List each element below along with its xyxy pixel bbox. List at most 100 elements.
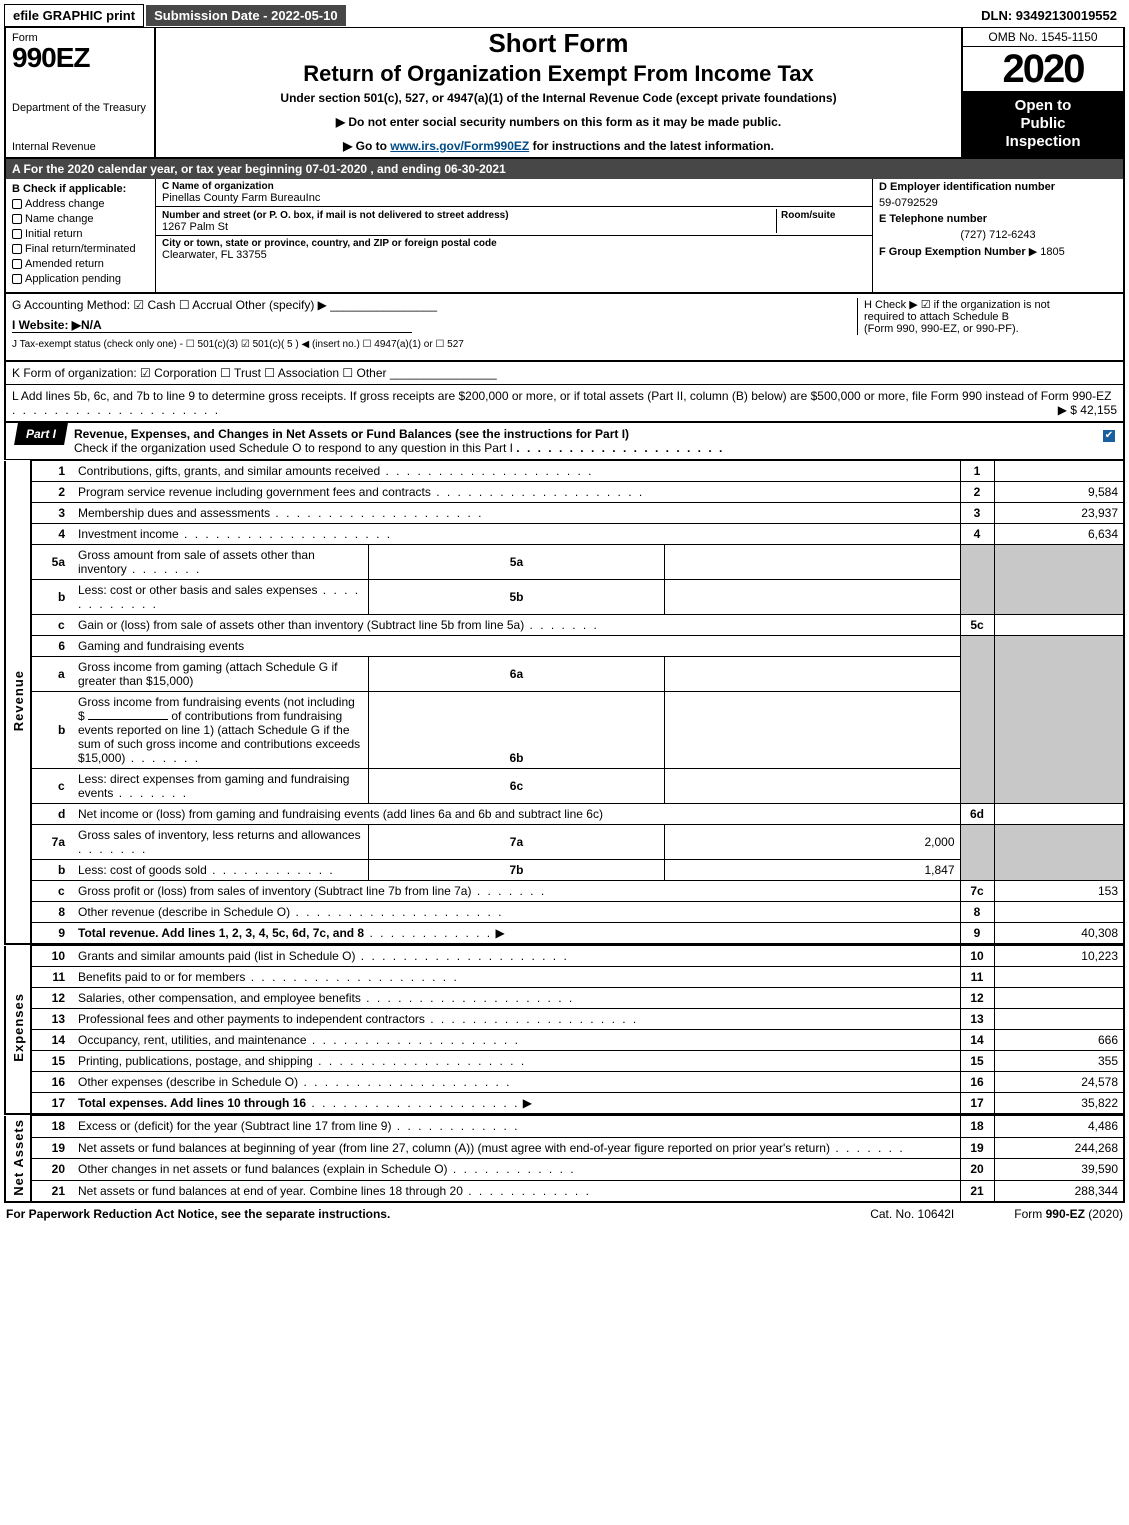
line-6a-sub: 6a [369,657,665,692]
line-15-amt: 355 [994,1051,1124,1072]
line-16-desc: Other expenses (describe in Schedule O) [78,1075,298,1089]
line-l-text: L Add lines 5b, 6c, and 7b to line 9 to … [12,389,1111,403]
line-5c-no: c [31,615,73,636]
line-11-col: 11 [960,967,994,988]
line-10-no: 10 [31,946,73,967]
box-b-label: B Check if applicable: [12,183,149,195]
h-line2: required to attach Schedule B [864,311,1117,323]
line-19-desc: Net assets or fund balances at beginning… [78,1141,830,1155]
chk-initial-return[interactable] [12,229,22,239]
line-6d-col: 6d [960,804,994,825]
line-6d-no: d [31,804,73,825]
line-18-desc: Excess or (deficit) for the year (Subtra… [78,1119,391,1133]
line-3-no: 3 [31,503,73,524]
line-5c-desc: Gain or (loss) from sale of assets other… [78,618,524,632]
line-6c-val [664,769,960,804]
line-5c-amt [994,615,1124,636]
line-i: I Website: ▶N/A [12,318,412,333]
open-line1: Open to [1015,97,1072,114]
omb-number: OMB No. 1545-1150 [963,28,1123,47]
line-l: L Add lines 5b, 6c, and 7b to line 9 to … [4,385,1125,423]
line-5b-sub: 5b [369,580,665,615]
open-line3: Inspection [1005,133,1080,150]
chk-amended-return[interactable] [12,259,22,269]
header-left: Form 990EZ Department of the Treasury In… [6,28,156,157]
box-h: H Check ▶ ☑ if the organization is not r… [857,298,1117,335]
line-21-desc: Net assets or fund balances at end of ye… [78,1184,463,1198]
line-9-amt: 40,308 [994,923,1124,945]
line-7a-val: 2,000 [664,825,960,860]
line-7c-desc: Gross profit or (loss) from sales of inv… [78,884,471,898]
opt-address-change: Address change [25,198,105,210]
line-8-desc: Other revenue (describe in Schedule O) [78,905,290,919]
line-21-col: 21 [960,1180,994,1202]
tax-year: 2020 [963,47,1123,91]
line-10-col: 10 [960,946,994,967]
line-3-col: 3 [960,503,994,524]
goto-post: for instructions and the latest informat… [529,139,774,153]
chk-address-change[interactable] [12,199,22,209]
form-number: 990EZ [12,42,148,74]
line-13-desc: Professional fees and other payments to … [78,1012,425,1026]
line-7a-no: 7a [31,825,73,860]
room-label: Room/suite [781,210,835,221]
line-4-no: 4 [31,524,73,545]
chk-final-return[interactable] [12,244,22,254]
line-8-col: 8 [960,902,994,923]
line-6a-no: a [31,657,73,692]
chk-name-change[interactable] [12,214,22,224]
opt-final-return: Final return/terminated [25,243,136,255]
part1-checkbox[interactable]: ✔ [1095,423,1123,446]
line-13-amt [994,1009,1124,1030]
line-19-no: 19 [31,1137,73,1159]
box-b: B Check if applicable: Address change Na… [6,179,156,292]
part1-sub: Check if the organization used Schedule … [74,441,513,455]
line-16-amt: 24,578 [994,1072,1124,1093]
line-16-no: 16 [31,1072,73,1093]
line-7c-amt: 153 [994,881,1124,902]
footer-catno: Cat. No. 10642I [870,1207,954,1221]
opt-application-pending: Application pending [25,273,121,285]
line-6-desc: Gaming and fundraising events [73,636,960,657]
line-9-col: 9 [960,923,994,945]
line-2-col: 2 [960,482,994,503]
info-block: B Check if applicable: Address change Na… [4,179,1125,294]
header-center: Short Form Return of Organization Exempt… [156,28,963,157]
line-20-col: 20 [960,1159,994,1181]
goto-link[interactable]: www.irs.gov/Form990EZ [390,139,529,153]
grey-cell [994,636,1124,804]
group-value: ▶ 1805 [1029,246,1065,258]
dots [516,441,724,455]
line-1-no: 1 [31,461,73,482]
grey-cell [994,825,1124,881]
addr-label: Number and street (or P. O. box, if mail… [162,210,509,221]
line-6b-desc2: of contributions from fundraising events… [78,709,360,765]
page-footer: For Paperwork Reduction Act Notice, see … [4,1203,1125,1225]
line-17-amt: 35,822 [994,1093,1124,1115]
line-3-desc: Membership dues and assessments [78,506,270,520]
line-7a-desc: Gross sales of inventory, less returns a… [78,828,361,842]
line-5b-desc: Less: cost or other basis and sales expe… [78,583,317,597]
line-14-no: 14 [31,1030,73,1051]
line-2-no: 2 [31,482,73,503]
dots [12,403,220,417]
group-label: F Group Exemption Number [879,246,1026,258]
open-inspection: Open to Public Inspection [963,91,1123,157]
line-5b-val [664,580,960,615]
line-6b-val [664,692,960,769]
line-11-no: 11 [31,967,73,988]
top-bar: efile GRAPHIC print Submission Date - 20… [4,4,1125,27]
grey-cell [960,545,994,615]
line-9-no: 9 [31,923,73,945]
line-7b-desc: Less: cost of goods sold [78,863,207,877]
line-12-desc: Salaries, other compensation, and employ… [78,991,361,1005]
open-line2: Public [1020,115,1065,132]
chk-application-pending[interactable] [12,274,22,284]
line-18-no: 18 [31,1116,73,1138]
org-city: Clearwater, FL 33755 [162,249,866,261]
netassets-table: Net Assets 18 Excess or (deficit) for th… [4,1115,1125,1203]
h-line3: (Form 990, 990-EZ, or 990-PF). [864,323,1117,335]
line-4-amt: 6,634 [994,524,1124,545]
line-6d-amt [994,804,1124,825]
part1-title: Revenue, Expenses, and Changes in Net As… [66,423,1095,459]
